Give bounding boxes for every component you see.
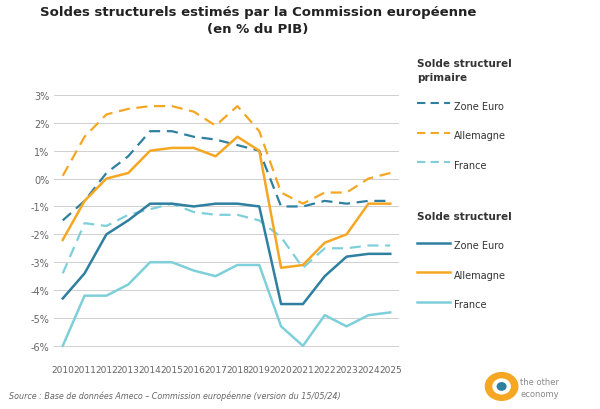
Text: France: France xyxy=(454,300,487,310)
Text: economy: economy xyxy=(520,389,559,398)
Text: (en % du PIB): (en % du PIB) xyxy=(208,22,308,36)
Text: Allemagne: Allemagne xyxy=(454,270,506,280)
Text: France: France xyxy=(454,160,487,170)
Circle shape xyxy=(493,379,510,394)
Text: the other: the other xyxy=(520,378,559,387)
Text: Zone Euro: Zone Euro xyxy=(454,241,504,251)
Circle shape xyxy=(497,383,506,390)
Text: Allemagne: Allemagne xyxy=(454,131,506,141)
Text: Source : Base de données Ameco – Commission européenne (version du 15/05/24): Source : Base de données Ameco – Commiss… xyxy=(9,391,341,400)
Text: Soldes structurels estimés par la Commission européenne: Soldes structurels estimés par la Commis… xyxy=(40,6,476,19)
Text: Solde structurel: Solde structurel xyxy=(417,211,512,221)
Text: Zone Euro: Zone Euro xyxy=(454,101,504,111)
Circle shape xyxy=(485,373,518,400)
Text: Solde structurel
primaire: Solde structurel primaire xyxy=(417,59,512,83)
